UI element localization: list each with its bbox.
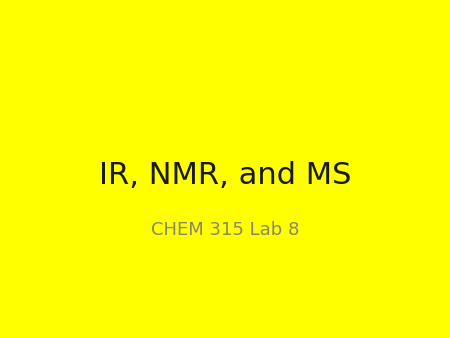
Text: IR, NMR, and MS: IR, NMR, and MS xyxy=(99,161,351,190)
Text: CHEM 315 Lab 8: CHEM 315 Lab 8 xyxy=(151,221,299,239)
